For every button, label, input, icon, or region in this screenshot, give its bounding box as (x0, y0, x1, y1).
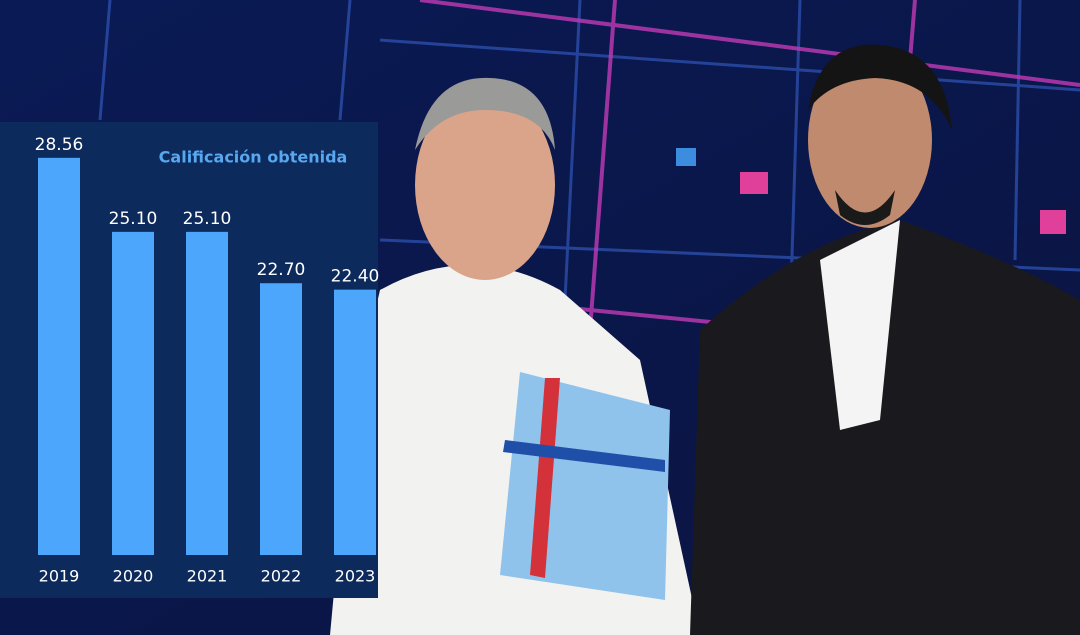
value-label: 25.10 (183, 209, 232, 229)
ribbon (503, 440, 665, 472)
x-tick-label: 2020 (113, 567, 154, 586)
bar (112, 231, 154, 556)
person-face (415, 90, 555, 280)
bar (38, 157, 80, 556)
x-tick-label: 2021 (187, 567, 228, 586)
chart-title: Calificación obtenida (159, 148, 348, 167)
person-face (808, 52, 932, 228)
bar (334, 289, 376, 555)
x-tick-label: 2023 (335, 567, 376, 586)
person-hair (808, 44, 952, 130)
person-hair (415, 77, 555, 150)
person-shirt (820, 220, 900, 430)
ribbon (530, 378, 560, 578)
value-label: 22.40 (331, 267, 380, 287)
value-label: 22.70 (257, 260, 306, 280)
x-tick-label: 2022 (261, 567, 302, 586)
book (500, 372, 670, 600)
person-suit (690, 220, 1080, 635)
stage-light (676, 148, 696, 166)
value-label: 25.10 (109, 209, 158, 229)
bar (260, 283, 302, 555)
bar (186, 231, 228, 556)
person-beard (835, 190, 895, 225)
stage-light (740, 172, 768, 194)
x-tick-label: 2019 (39, 567, 80, 586)
stage-light (1040, 210, 1066, 234)
value-label: 28.56 (35, 135, 84, 155)
